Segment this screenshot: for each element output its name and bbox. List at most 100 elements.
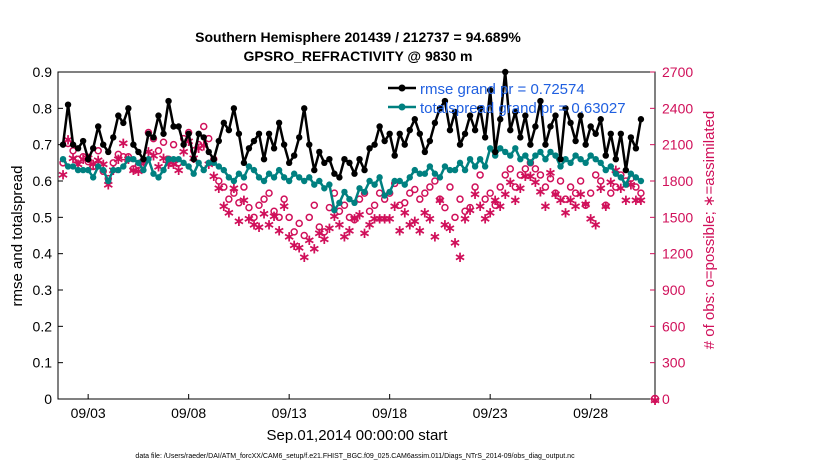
totalspread-point — [421, 170, 429, 177]
totalspread-point — [507, 152, 514, 159]
rmse-point — [95, 123, 102, 130]
rmse-point — [562, 105, 569, 112]
totalspread-point — [532, 152, 539, 159]
assimilated-obs-point: ∗ — [569, 197, 582, 215]
chart-title: Southern Hemisphere 201439 / 212737 = 94… — [195, 29, 521, 45]
totalspread-point — [200, 166, 207, 174]
totalspread-point — [356, 185, 363, 192]
assimilated-obs-point: ∗ — [459, 209, 472, 227]
possible-obs-point — [511, 183, 520, 191]
possible-obs-point — [476, 171, 484, 179]
totalspread-point — [190, 170, 197, 177]
rmse-point — [351, 170, 358, 177]
legend-rmse-label: rmse grand pr = 0.72574 — [420, 81, 585, 98]
assimilated-obs-point: ∗ — [333, 215, 346, 233]
possible-obs-point — [546, 174, 555, 183]
totalspread-point — [567, 159, 574, 167]
possible-obs-point — [285, 213, 293, 222]
assimilated-obs-point: ∗ — [579, 195, 592, 213]
totalspread-point — [306, 174, 313, 181]
rmse-point — [115, 112, 122, 119]
totalspread-point — [145, 156, 152, 163]
totalspread-point — [195, 159, 202, 167]
rmse-point — [597, 116, 604, 123]
totalspread-point — [637, 177, 645, 185]
possible-obs-point — [416, 195, 424, 203]
assimilated-obs-point: ∗ — [213, 179, 226, 197]
rmse-point — [471, 126, 479, 134]
possible-obs-point — [607, 189, 615, 197]
possible-obs-point — [255, 201, 263, 209]
rmse-point — [150, 134, 157, 141]
possible-obs-point — [220, 183, 228, 191]
totalspread-point — [326, 181, 333, 188]
rmse-point — [547, 123, 554, 130]
possible-obs-point — [109, 159, 118, 167]
assimilated-obs-point: ∗ — [398, 203, 411, 221]
assimilated-obs-point: ∗ — [514, 179, 527, 197]
totalspread-point — [371, 181, 378, 188]
rmse-point — [371, 141, 378, 148]
rmse-point — [537, 97, 544, 105]
rmse-point — [125, 105, 132, 112]
possible-obs-point — [602, 201, 610, 209]
totalspread-point — [125, 156, 132, 163]
assimilated-obs-point: ∗ — [393, 221, 406, 239]
totalspread-point — [502, 148, 509, 156]
rmse-point — [632, 145, 640, 152]
rmse-point — [391, 152, 398, 159]
totalspread-point — [562, 156, 569, 163]
rmse-point — [135, 148, 142, 156]
rmse-point — [311, 166, 318, 174]
y-right-tick-label: 1500 — [662, 209, 693, 225]
totalspread-point — [100, 166, 107, 174]
rmse-series — [59, 68, 645, 181]
assimilated-obs-point: ∗ — [489, 191, 502, 209]
legend-rmse-marker — [398, 84, 406, 92]
assimilated-obs-point: ∗ — [504, 173, 517, 191]
y-right-tick-label: 600 — [662, 318, 686, 334]
y-left-tick-label: 0.6 — [33, 173, 53, 189]
totalspread-point — [240, 174, 248, 181]
rmse-point — [346, 159, 353, 167]
rmse-point — [602, 152, 609, 159]
assimilated-obs-point: ∗ — [464, 201, 477, 219]
totalspread-point — [617, 174, 625, 181]
rmse-point — [507, 126, 514, 134]
totalspread-point — [627, 170, 635, 177]
totalspread-point — [597, 159, 604, 167]
rmse-point — [59, 141, 67, 148]
assimilated-obs-point: ∗ — [559, 203, 572, 221]
x-tick-label: 09/18 — [372, 405, 407, 421]
totalspread-point — [170, 156, 177, 163]
totalspread-point — [557, 163, 564, 170]
totalspread-point — [220, 166, 228, 174]
possible-obs-point — [295, 219, 303, 228]
rmse-point — [175, 123, 182, 130]
possible-obs-point — [305, 213, 314, 222]
assimilated-obs-point: ∗ — [479, 209, 492, 227]
rmse-point — [552, 112, 559, 119]
assimilated-obs-point: ∗ — [599, 197, 612, 215]
rmse-point — [100, 141, 107, 148]
totalspread-point — [497, 145, 504, 152]
assimilated-obs-point: ∗ — [67, 149, 80, 167]
y-left-tick-label: 0.1 — [33, 355, 53, 371]
assimilated-obs-point: ∗ — [549, 185, 562, 203]
totalspread-point — [451, 166, 459, 174]
totalspread-point — [542, 156, 549, 163]
rmse-point — [69, 141, 77, 148]
totalspread-point — [552, 152, 559, 159]
rmse-point — [396, 130, 403, 137]
rmse-point — [89, 145, 97, 152]
rmse-point — [486, 86, 494, 94]
rmse-point — [406, 126, 413, 134]
totalspread-point — [476, 156, 484, 163]
rmse-point — [401, 141, 408, 148]
possible-obs-point — [486, 189, 494, 197]
rmse-point — [517, 134, 524, 141]
totalspread-point — [396, 177, 403, 185]
rmse-point — [230, 105, 238, 112]
rmse-point — [592, 130, 599, 137]
